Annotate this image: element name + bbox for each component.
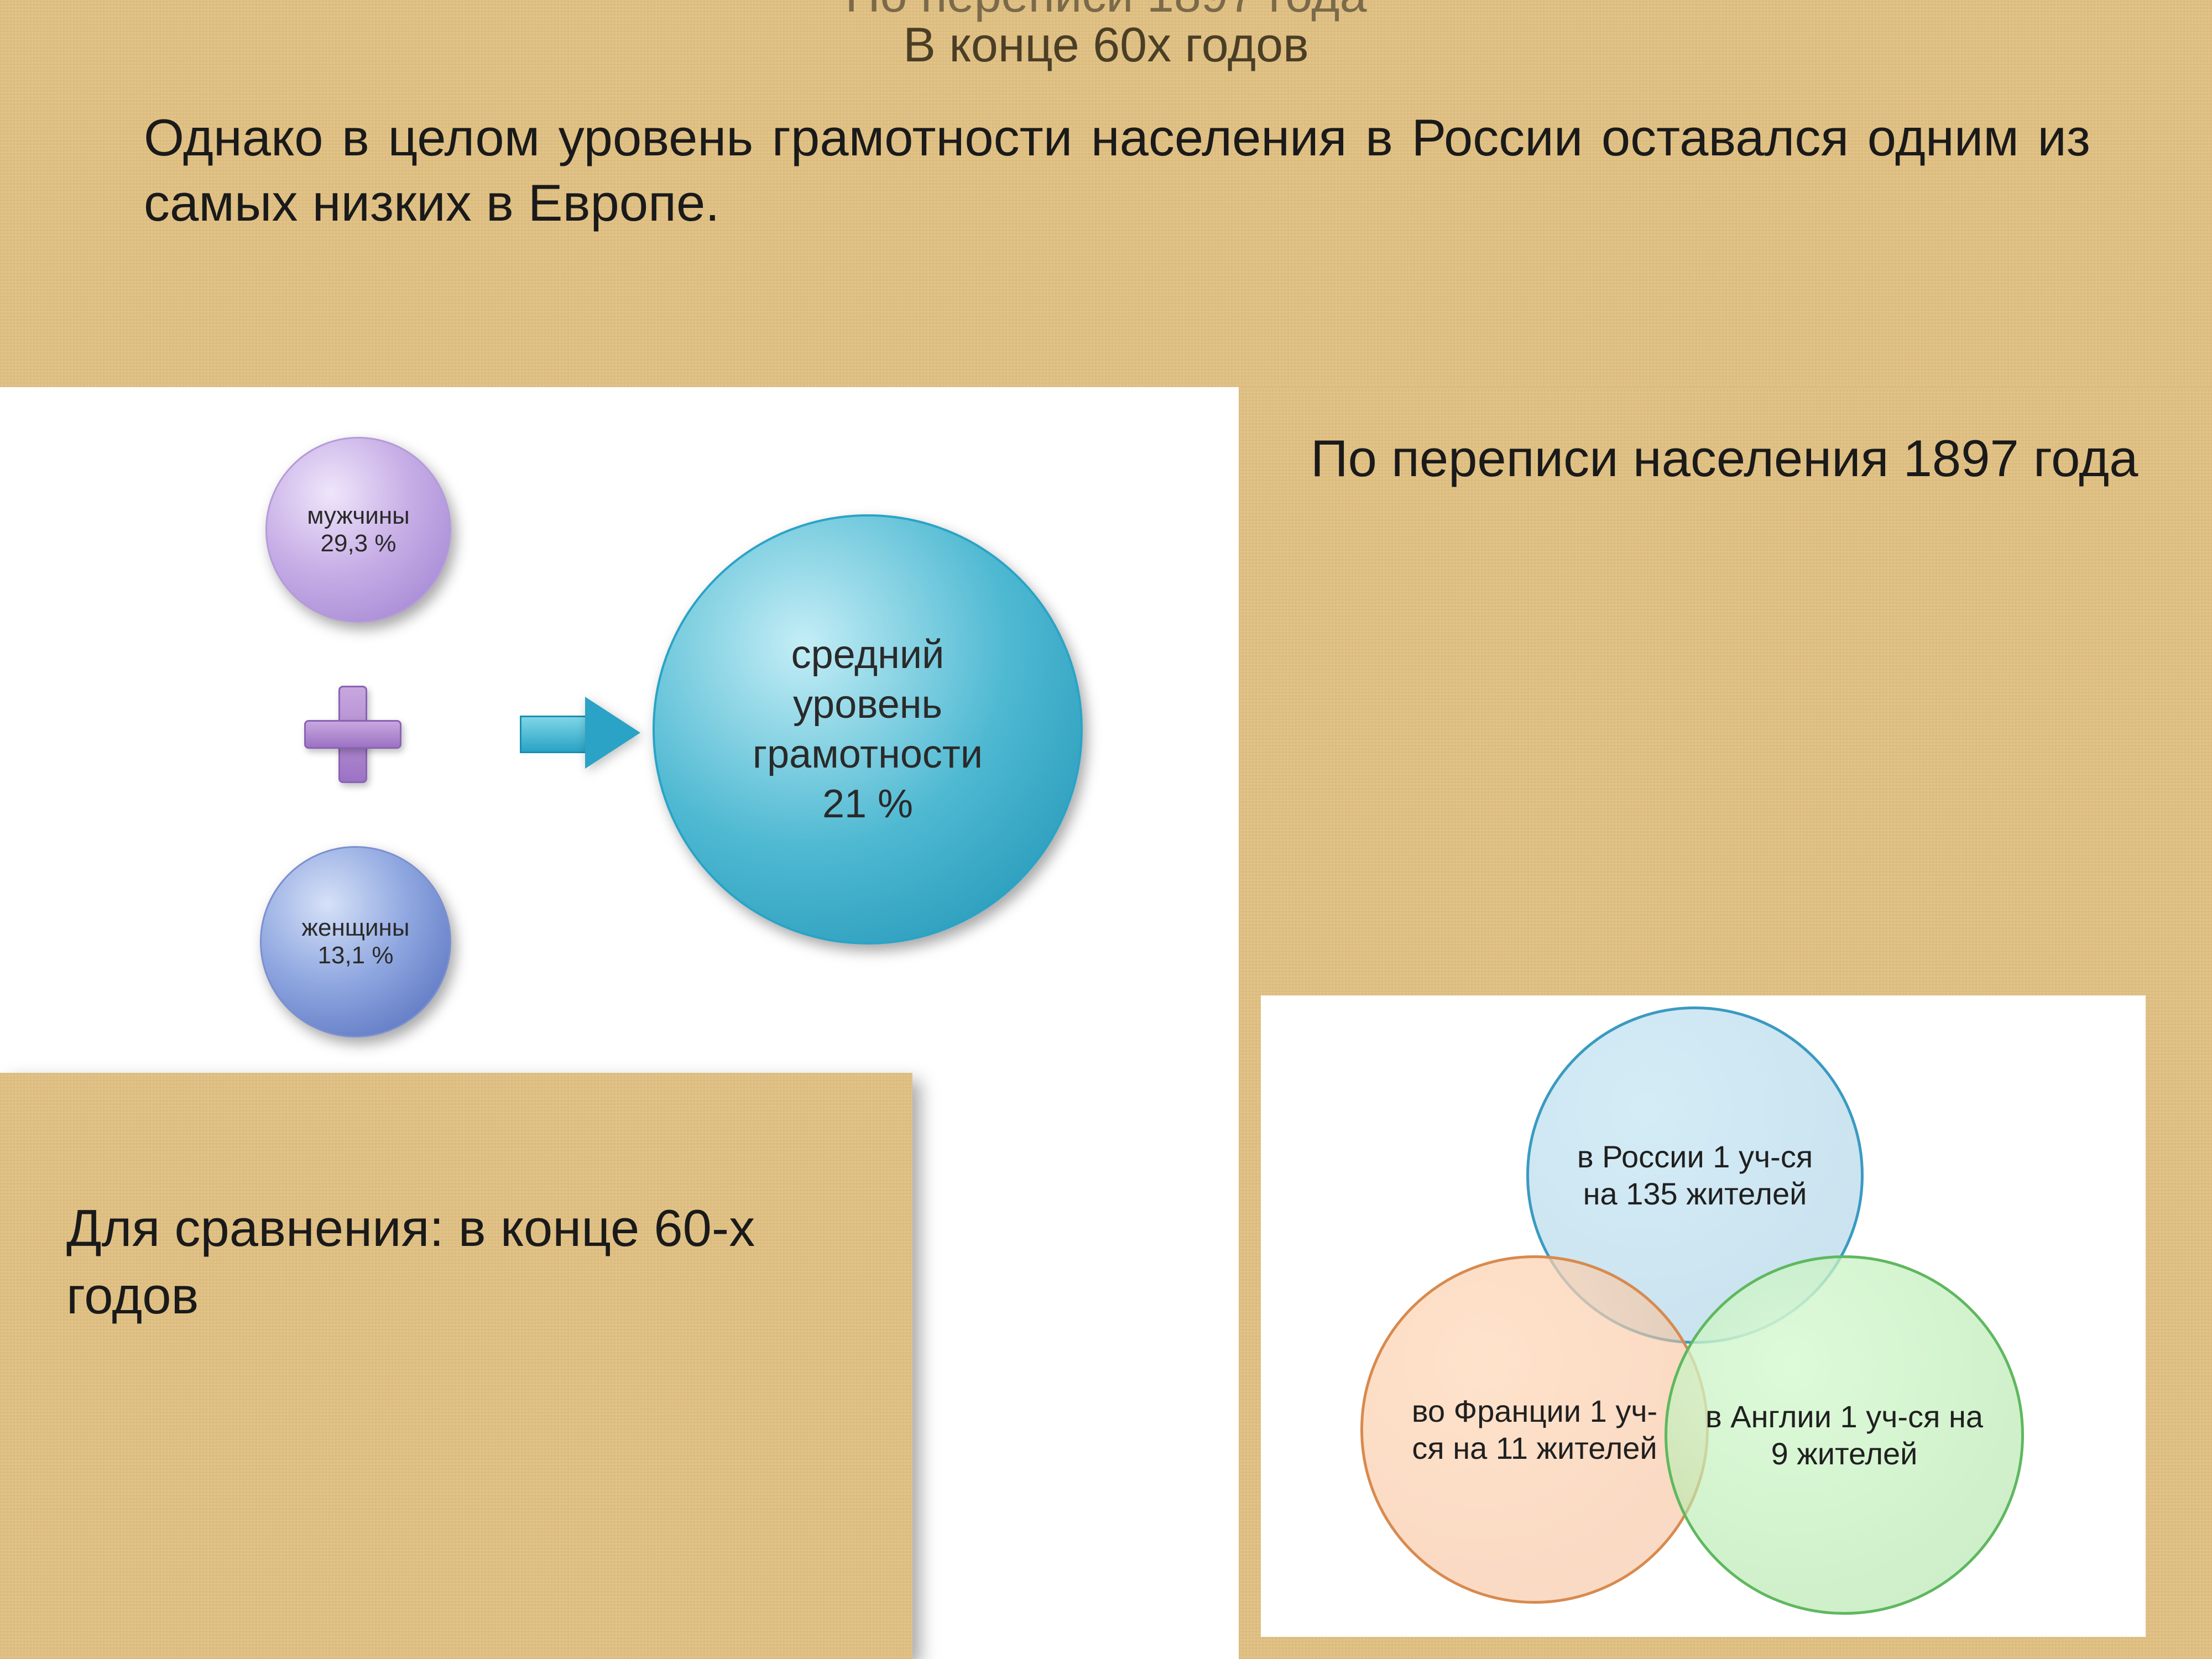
comparison-venn: в России 1 уч-ся на 135 жителей во Франц…: [1261, 995, 2146, 1637]
bubble-women: женщины 13,1 %: [260, 846, 451, 1037]
venn-france: во Франции 1 уч-ся на 11 жителей: [1360, 1255, 1709, 1604]
venn-france-label: во Франции 1 уч-ся на 11 жителей: [1397, 1392, 1672, 1467]
bubble-avg-val: 21 %: [822, 779, 913, 829]
arrow-icon: [520, 697, 641, 769]
subtitle: В конце 60х годов: [0, 17, 2212, 73]
intro-paragraph: Однако в целом уровень грамотности насел…: [144, 105, 2090, 235]
plus-icon: [304, 686, 398, 780]
literacy-diagram: мужчины 29,3 % женщины 13,1 % средний ур…: [122, 409, 1228, 1073]
slide: По переписи 1897 года В конце 60х годов …: [0, 0, 2212, 1659]
bubble-avg-l3: грамотности: [753, 729, 983, 779]
bubble-avg-l2: уровень: [793, 680, 942, 729]
venn-russia-label: в России 1 уч-ся на 135 жителей: [1562, 1138, 1828, 1212]
caption-comparison: Для сравнения: в конце 60-х годов: [66, 1194, 841, 1329]
venn-england: в Англии 1 уч-ся на 9 жителей: [1665, 1255, 2024, 1615]
bubble-women-value: 13,1 %: [318, 942, 394, 969]
caption-census: По переписи населения 1897 года: [1311, 426, 2140, 491]
bubble-women-label: женщины: [302, 914, 410, 942]
bubble-men-value: 29,3 %: [321, 530, 397, 557]
bubble-average: средний уровень грамотности 21 %: [653, 514, 1083, 945]
texture-left: [0, 1073, 912, 1659]
bubble-avg-l1: средний: [791, 630, 945, 680]
venn-england-label: в Англии 1 уч-ся на 9 жителей: [1703, 1398, 1986, 1472]
bubble-men: мужчины 29,3 %: [265, 437, 451, 623]
bubble-men-label: мужчины: [307, 502, 410, 530]
